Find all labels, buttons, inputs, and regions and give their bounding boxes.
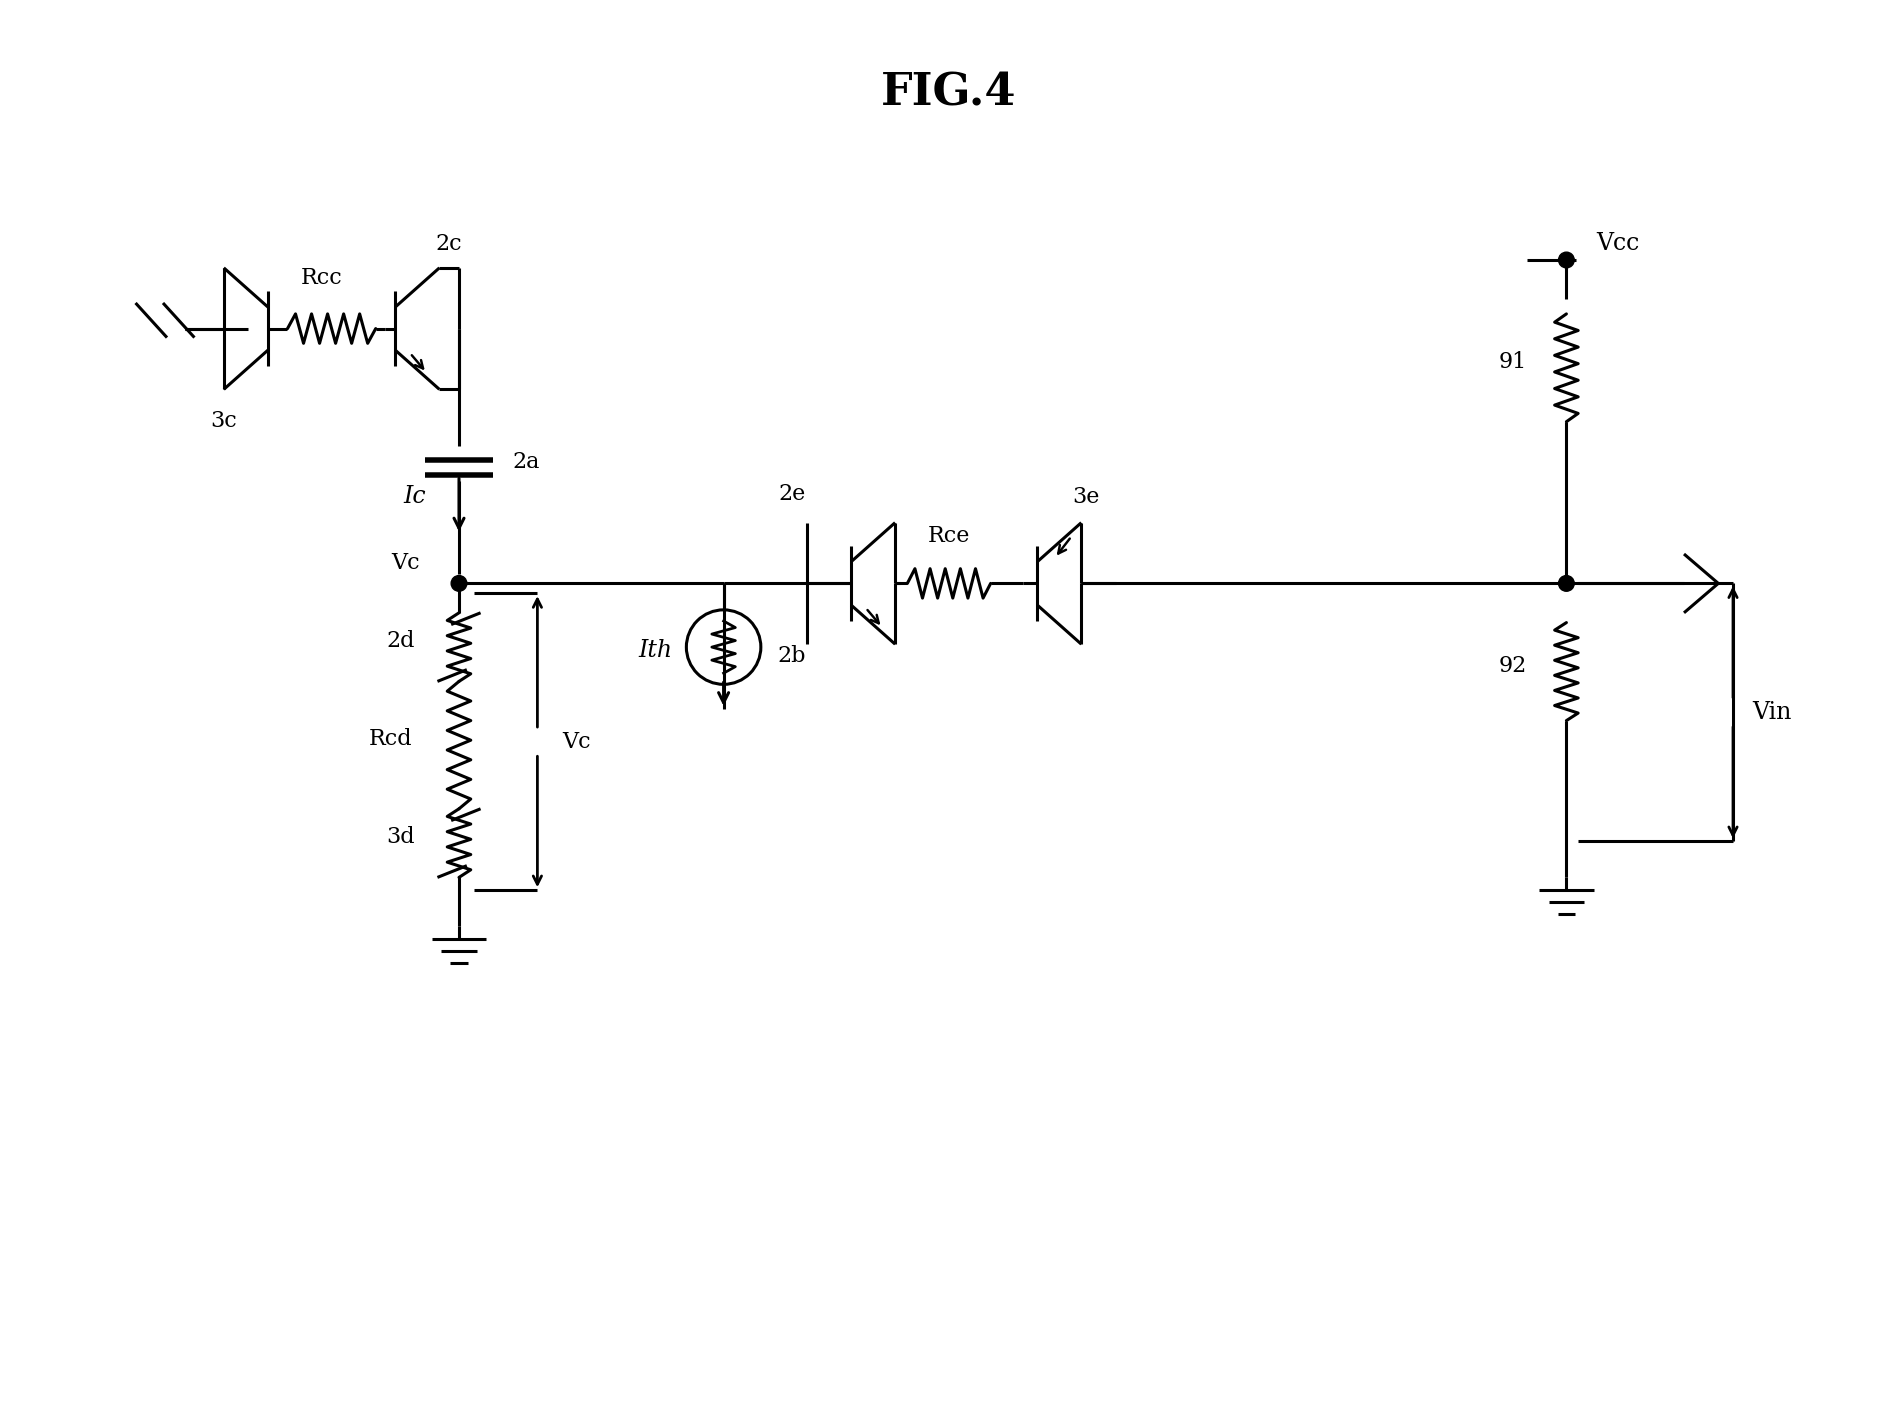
Text: 3c: 3c: [211, 409, 237, 432]
Text: 3d: 3d: [385, 826, 414, 848]
Text: 2e: 2e: [778, 484, 807, 505]
Circle shape: [1558, 252, 1573, 268]
Circle shape: [1558, 576, 1573, 592]
Text: 2c: 2c: [437, 233, 463, 255]
Text: 92: 92: [1498, 655, 1526, 677]
Circle shape: [452, 576, 467, 592]
Text: Rce: Rce: [928, 526, 970, 547]
Text: Vcc: Vcc: [1596, 233, 1640, 255]
Text: Rcc: Rcc: [302, 268, 344, 289]
Text: Vin: Vin: [1752, 701, 1792, 723]
Text: Rcd: Rcd: [368, 728, 412, 750]
Text: Ith: Ith: [638, 639, 672, 662]
Text: Vc: Vc: [391, 552, 419, 573]
Text: Vc: Vc: [562, 730, 590, 753]
Text: 2a: 2a: [512, 451, 541, 472]
Text: 3e: 3e: [1072, 486, 1099, 508]
Text: 2d: 2d: [385, 629, 414, 652]
Text: Ic: Ic: [404, 485, 427, 508]
Text: FIG.4: FIG.4: [881, 72, 1017, 115]
Text: 2b: 2b: [778, 645, 807, 667]
Text: 91: 91: [1498, 350, 1526, 373]
